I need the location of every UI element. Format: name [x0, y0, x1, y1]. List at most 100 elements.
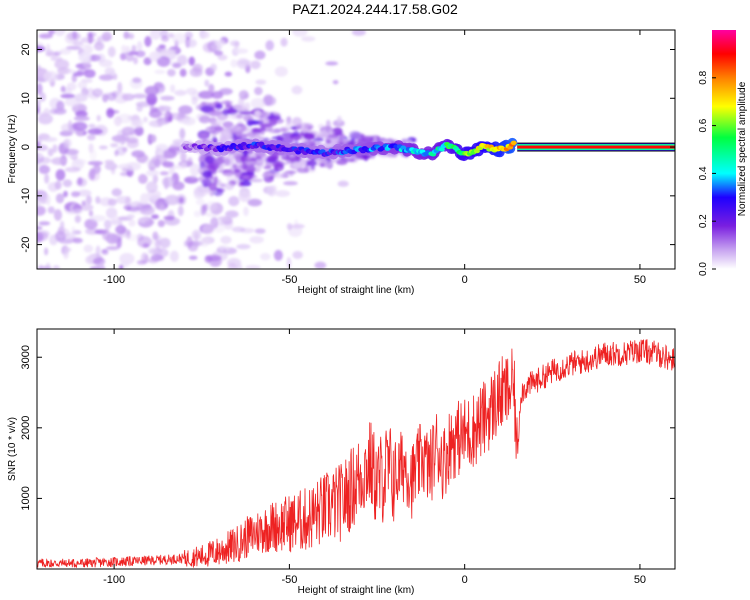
- noise-blob: [115, 224, 127, 235]
- noise-blob: [146, 93, 158, 105]
- noise-blob: [105, 233, 119, 245]
- noise-blob: [60, 85, 66, 93]
- noise-blob: [326, 134, 338, 139]
- noise-blob: [37, 226, 43, 231]
- noise-blob: [74, 93, 88, 102]
- noise-blob: [238, 90, 249, 100]
- noise-blob: [303, 123, 314, 130]
- noise-blob: [54, 180, 62, 190]
- noise-blob: [95, 196, 101, 204]
- noise-blob: [167, 69, 176, 77]
- noise-blob: [195, 199, 205, 206]
- noise-blob: [219, 163, 224, 173]
- noise-blob: [37, 230, 50, 237]
- noise-blob: [126, 214, 135, 219]
- noise-blob: [51, 157, 67, 166]
- noise-blob: [219, 219, 224, 226]
- noise-blob: [125, 196, 132, 208]
- noise-blob: [87, 128, 103, 135]
- noise-blob: [160, 112, 176, 117]
- spectrogram-x-tick-label: 0: [462, 274, 468, 286]
- noise-blob: [332, 119, 345, 127]
- noise-blob: [121, 44, 127, 54]
- noise-blob: [172, 32, 187, 45]
- noise-blob: [217, 54, 228, 61]
- spectrogram-x-label: Height of straight line (km): [298, 285, 415, 296]
- noise-blob: [149, 134, 157, 143]
- noise-blob: [187, 157, 193, 167]
- noise-blob: [56, 228, 70, 239]
- noise-blob: [53, 51, 62, 56]
- noise-blob: [312, 131, 322, 138]
- noise-blob: [52, 144, 58, 153]
- noise-blob: [319, 130, 329, 139]
- noise-blob: [92, 88, 104, 98]
- noise-blob: [193, 210, 201, 218]
- noise-blob: [185, 87, 198, 95]
- noise-blob: [337, 115, 342, 124]
- noise-blob: [160, 35, 170, 42]
- noise-blob: [126, 136, 139, 144]
- noise-blob: [238, 133, 248, 139]
- noise-blob: [191, 96, 198, 106]
- colorbar-tick-label: 0.0: [698, 262, 709, 276]
- noise-blob: [125, 45, 131, 54]
- snr-x-label: Height of straight line (km): [298, 585, 415, 596]
- noise-blob: [38, 165, 51, 175]
- noise-blob: [95, 245, 101, 257]
- noise-blob: [191, 229, 202, 241]
- noise-blob: [77, 68, 89, 74]
- noise-blob: [163, 215, 175, 220]
- noise-blob: [155, 239, 161, 250]
- noise-blob: [224, 71, 233, 77]
- noise-blob: [284, 170, 297, 175]
- noise-blob: [120, 52, 127, 61]
- noise-blob: [76, 177, 88, 187]
- noise-blob: [261, 173, 272, 178]
- noise-blob: [88, 210, 94, 217]
- noise-blob: [179, 68, 187, 77]
- noise-blob: [186, 236, 193, 248]
- noise-blob: [37, 45, 46, 53]
- noise-blob: [77, 81, 88, 89]
- noise-blob: [87, 160, 103, 166]
- noise-blob: [168, 165, 175, 176]
- noise-blob: [155, 143, 169, 152]
- noise-blob: [336, 159, 348, 165]
- noise-blob: [54, 59, 70, 70]
- noise-blob: [37, 144, 49, 151]
- noise-blob: [227, 262, 238, 269]
- noise-blob: [64, 247, 72, 252]
- noise-blob: [66, 82, 77, 91]
- noise-blob: [111, 167, 116, 175]
- noise-blob: [149, 248, 163, 255]
- noise-blob: [160, 95, 175, 101]
- noise-blob: [265, 40, 275, 51]
- noise-blob: [301, 36, 316, 42]
- noise-blob: [225, 103, 233, 109]
- noise-blob: [116, 146, 127, 156]
- ridge-core: [295, 150, 302, 155]
- noise-blob: [67, 69, 77, 75]
- noise-blob: [220, 183, 226, 188]
- noise-blob: [144, 85, 160, 96]
- noise-blob: [104, 159, 115, 165]
- noise-blob: [268, 128, 282, 134]
- noise-blob: [84, 218, 98, 230]
- noise-blob: [330, 137, 339, 144]
- noise-blob: [144, 36, 152, 47]
- noise-blob: [77, 189, 92, 197]
- snr-frame: [36, 328, 676, 570]
- noise-blob: [198, 115, 211, 124]
- noise-blob: [286, 257, 292, 269]
- noise-blob: [47, 206, 55, 214]
- noise-blob: [148, 109, 162, 119]
- noise-blob: [274, 66, 288, 77]
- noise-blob: [249, 178, 264, 183]
- noise-blob: [136, 260, 147, 265]
- noise-blob: [102, 93, 109, 103]
- noise-blob: [136, 153, 149, 164]
- noise-blob: [213, 157, 225, 165]
- noise-blob: [164, 194, 180, 206]
- noise-blob: [199, 237, 210, 247]
